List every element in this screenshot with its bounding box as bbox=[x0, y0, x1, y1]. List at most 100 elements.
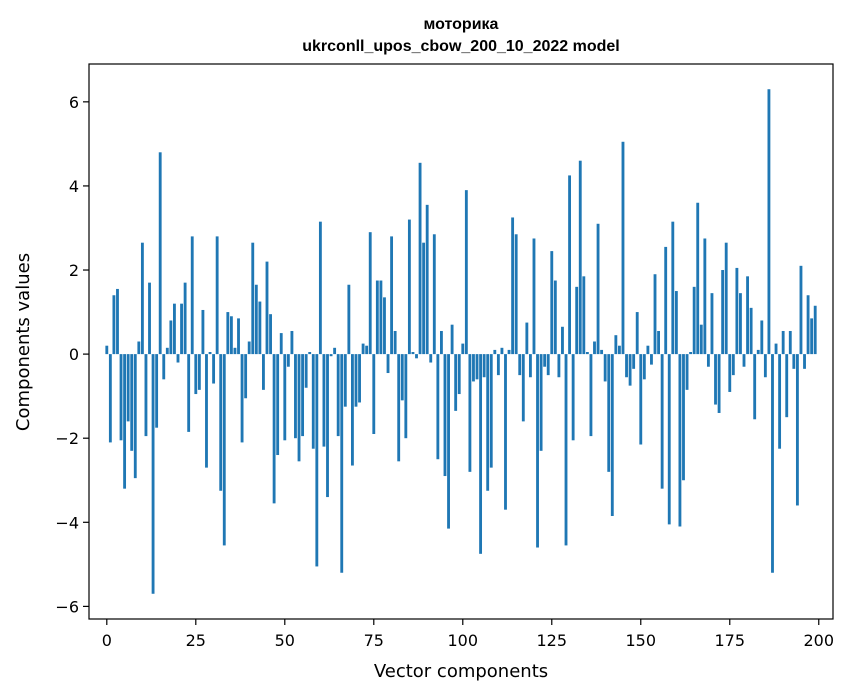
bar-72 bbox=[361, 343, 365, 355]
bar-155 bbox=[657, 330, 660, 355]
bar-18 bbox=[169, 320, 173, 355]
bar-27 bbox=[201, 309, 205, 355]
bar-156 bbox=[660, 354, 664, 489]
bar-180 bbox=[746, 276, 749, 355]
bar-93 bbox=[436, 354, 440, 460]
bar-99 bbox=[457, 354, 461, 395]
bar-191 bbox=[785, 354, 789, 418]
bar-44 bbox=[262, 354, 265, 390]
bar-102 bbox=[468, 354, 472, 472]
bar-79 bbox=[386, 354, 390, 374]
bar-9 bbox=[137, 341, 141, 355]
x-tick-label-6: 150 bbox=[625, 631, 656, 650]
bar-3 bbox=[116, 288, 119, 355]
bar-58 bbox=[311, 354, 315, 449]
bar-51 bbox=[286, 354, 290, 367]
bar-115 bbox=[514, 234, 518, 355]
bar-68 bbox=[347, 284, 351, 355]
bar-46 bbox=[269, 314, 272, 355]
bar-17 bbox=[165, 347, 169, 355]
bar-166 bbox=[696, 202, 700, 355]
bar-139 bbox=[600, 349, 604, 355]
bar-153 bbox=[650, 354, 653, 365]
bar-65 bbox=[336, 354, 340, 437]
bar-104 bbox=[475, 354, 479, 380]
bar-82 bbox=[397, 354, 401, 462]
bar-10 bbox=[140, 242, 144, 355]
bar-149 bbox=[635, 312, 639, 355]
bar-152 bbox=[646, 345, 650, 355]
bar-135 bbox=[585, 352, 589, 355]
bar-134 bbox=[582, 276, 586, 355]
bar-162 bbox=[682, 354, 685, 481]
y-tick-label-3: 0 bbox=[69, 345, 79, 364]
x-tick-label-8: 200 bbox=[803, 631, 834, 650]
bar-12 bbox=[148, 282, 151, 355]
bar-42 bbox=[254, 284, 258, 355]
bar-61 bbox=[322, 354, 326, 447]
bar-199 bbox=[813, 305, 817, 355]
bar-184 bbox=[760, 320, 764, 355]
bar-1 bbox=[108, 354, 112, 443]
bar-120 bbox=[532, 238, 536, 355]
bar-138 bbox=[596, 223, 600, 355]
bar-147 bbox=[628, 354, 632, 386]
bar-92 bbox=[432, 234, 436, 355]
y-axis-label: Components values bbox=[13, 253, 34, 431]
bar-174 bbox=[724, 242, 728, 355]
bar-98 bbox=[454, 354, 458, 411]
bar-32 bbox=[219, 354, 223, 491]
bar-50 bbox=[283, 354, 287, 441]
bar-187 bbox=[771, 354, 774, 573]
bar-109 bbox=[493, 349, 497, 355]
bar-105 bbox=[479, 354, 483, 554]
bar-35 bbox=[229, 316, 233, 355]
bar-88 bbox=[418, 162, 422, 355]
bar-143 bbox=[614, 335, 618, 355]
bar-66 bbox=[340, 354, 344, 573]
bar-55 bbox=[301, 354, 305, 437]
bar-69 bbox=[351, 354, 354, 466]
bar-119 bbox=[528, 354, 532, 378]
bar-124 bbox=[546, 354, 550, 376]
bar-163 bbox=[685, 354, 689, 390]
bar-62 bbox=[326, 354, 329, 498]
bar-173 bbox=[721, 270, 725, 355]
bar-141 bbox=[607, 354, 611, 472]
bar-86 bbox=[411, 352, 415, 355]
bar-39 bbox=[244, 354, 248, 399]
chart-subtitle: ukrconll_upos_cbow_200_10_2022 model bbox=[302, 38, 619, 55]
bar-146 bbox=[625, 354, 628, 378]
bar-170 bbox=[710, 293, 714, 355]
bar-25 bbox=[194, 354, 198, 395]
bar-189 bbox=[778, 354, 782, 449]
bar-196 bbox=[803, 354, 806, 369]
bar-112 bbox=[504, 354, 507, 510]
bar-23 bbox=[187, 354, 191, 432]
bar-15 bbox=[158, 152, 162, 355]
x-axis-label: Vector components bbox=[374, 661, 548, 682]
bar-150 bbox=[639, 354, 643, 445]
bar-78 bbox=[383, 297, 386, 355]
bar-148 bbox=[632, 354, 636, 369]
bar-14 bbox=[155, 354, 159, 428]
bar-80 bbox=[390, 236, 394, 355]
y-tick-label-4: 2 bbox=[69, 261, 79, 280]
bar-91 bbox=[429, 354, 433, 363]
bar-34 bbox=[226, 312, 230, 355]
bar-106 bbox=[482, 354, 486, 378]
bar-100 bbox=[461, 343, 465, 355]
bar-198 bbox=[810, 318, 814, 355]
bar-0 bbox=[105, 345, 109, 355]
bar-128 bbox=[561, 326, 564, 355]
bar-111 bbox=[500, 347, 504, 355]
bar-54 bbox=[297, 354, 301, 462]
bar-30 bbox=[212, 354, 216, 384]
x-tick-label-4: 100 bbox=[448, 631, 479, 650]
y-tick-label-1: −4 bbox=[55, 513, 79, 532]
bar-117 bbox=[521, 354, 525, 422]
bar-140 bbox=[603, 354, 607, 382]
bar-169 bbox=[706, 354, 710, 367]
bar-4 bbox=[119, 354, 123, 441]
